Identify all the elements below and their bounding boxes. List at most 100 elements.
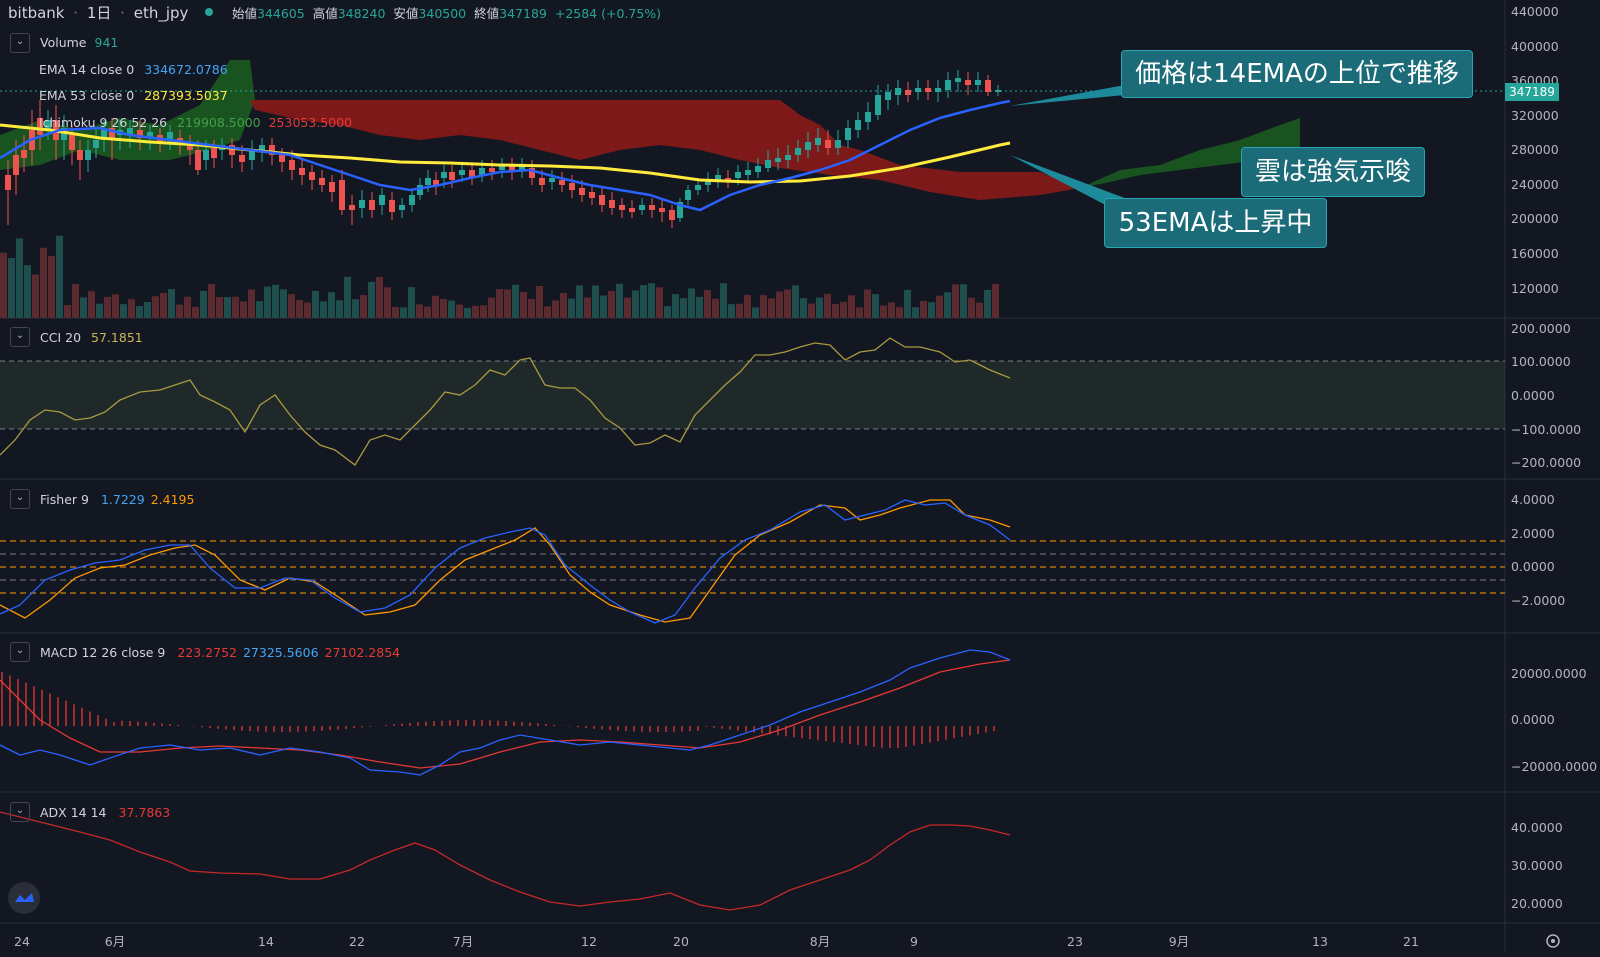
legend-cci[interactable]: ⌄ CCI 20 57.1851 [10, 327, 143, 347]
tradingview-logo-icon[interactable] [8, 882, 40, 914]
cci-axis[interactable]: 200.0000 100.0000 0.0000 −100.0000 −200.0000 [1511, 321, 1581, 470]
candle-body [441, 172, 447, 178]
macd-axis[interactable]: 20000.0000 0.0000 −20000.0000 [1511, 666, 1597, 774]
candle-body [417, 185, 423, 195]
volume-bar [696, 296, 703, 318]
collapse-chevron-icon[interactable]: ⌄ [10, 33, 30, 54]
candle-body [309, 172, 315, 180]
volume-bar [392, 307, 399, 318]
candle-body [745, 170, 751, 175]
candle-body [449, 172, 455, 180]
volume-bar [56, 235, 63, 318]
legend-ema53[interactable]: EMA 53 close 0 287393.5037 [10, 83, 352, 110]
macd-pane[interactable] [0, 649, 1011, 776]
axis-tick-label: 320000 [1511, 108, 1559, 123]
fisher-pane[interactable] [0, 499, 1505, 624]
time-tick-label: 14 [258, 934, 274, 949]
volume-bar [32, 274, 39, 318]
candle-body [389, 200, 395, 212]
volume-bar [216, 297, 223, 318]
legend-fisher[interactable]: ⌄ Fisher 9 1.7229 2.4195 [10, 489, 194, 509]
exchange-label[interactable]: bitbank [8, 4, 65, 22]
time-axis[interactable]: 24 6月 14 22 7月 12 20 8月 9 23 9月 13 21 [14, 934, 1419, 949]
volume-bar [120, 304, 127, 318]
volume-bar [896, 307, 903, 318]
volume-bar [240, 301, 247, 318]
volume-bar [968, 297, 975, 318]
candle-body [885, 92, 891, 100]
ichimoku-value1: 219908.5000 [177, 114, 261, 130]
volume-bar [704, 289, 711, 318]
volume-bar [104, 296, 111, 318]
candle-body [319, 178, 325, 185]
volume-bar [96, 303, 103, 318]
volume-bar [584, 297, 591, 318]
candle-body [195, 150, 201, 170]
candle-body [755, 166, 761, 172]
candle-body [865, 112, 871, 122]
fisher-axis[interactable]: 4.0000 2.0000 0.0000 −2.0000 [1511, 492, 1565, 608]
interval-label[interactable]: 1日 [86, 4, 112, 22]
volume-bar [808, 303, 815, 318]
settings-gear-icon[interactable] [1546, 934, 1560, 948]
collapse-chevron-icon[interactable]: ⌄ [10, 489, 30, 509]
macd-value2: 27325.5606 [242, 644, 319, 660]
volume-bar [256, 301, 263, 318]
low-label: 安値 [393, 6, 419, 21]
volume-bar [224, 297, 231, 318]
ema53-line [0, 123, 1011, 184]
price-axis[interactable]: 4400004000003600003200002800002400002000… [1511, 4, 1559, 296]
change-value: +2584 (+0.75%) [554, 6, 662, 21]
volume-bar [496, 289, 503, 318]
volume-bar [832, 303, 839, 318]
cci-label: CCI 20 [40, 329, 82, 345]
volume-bar [856, 307, 863, 318]
symbol-label[interactable]: eth_jpy [133, 4, 189, 22]
legend-volume[interactable]: ⌄ Volume 941 [10, 30, 352, 57]
candle-body [669, 210, 675, 220]
candle-body [229, 145, 235, 155]
time-tick-label: 8月 [810, 934, 830, 949]
annotation-callout-1[interactable]: 価格は14EMAの上位で推移 [1121, 50, 1473, 98]
candle-body [599, 195, 605, 205]
legend-adx[interactable]: ⌄ ADX 14 14 37.7863 [10, 802, 170, 822]
legend-macd[interactable]: ⌄ MACD 12 26 close 9 223.2752 27325.5606… [10, 642, 400, 662]
adx-pane[interactable] [0, 811, 1011, 911]
candle-body [735, 172, 741, 178]
volume-bar [976, 302, 983, 318]
legend-ema14[interactable]: EMA 14 close 0 334672.0786 [10, 57, 352, 84]
volume-bar [576, 285, 583, 318]
annotation-callout-2[interactable]: 雲は強気示唆 [1241, 147, 1425, 197]
volume-bar [24, 265, 31, 318]
callout-pointer-2 [1010, 155, 1130, 210]
collapse-chevron-icon[interactable]: ⌄ [10, 327, 30, 347]
annotation-callout-3[interactable]: 53EMAは上昇中 [1104, 198, 1327, 248]
candle-body [61, 128, 67, 140]
volume-bar [864, 289, 871, 318]
volume-bar [80, 297, 87, 318]
volume-bar [952, 284, 959, 318]
volume-bar [992, 283, 999, 318]
adx-axis[interactable]: 40.0000 30.0000 20.0000 [1511, 820, 1563, 911]
high-label: 高値 [312, 6, 338, 21]
candle-body [85, 150, 91, 160]
volume-bar [248, 289, 255, 318]
candle-body [409, 195, 415, 205]
candle-body [965, 80, 971, 85]
candle-body [203, 150, 209, 160]
candle-body [127, 128, 133, 135]
candle-body [249, 150, 255, 160]
volume-bar [712, 298, 719, 318]
price-pane[interactable] [0, 60, 1505, 318]
collapse-chevron-icon[interactable]: ⌄ [10, 642, 30, 662]
candle-body [629, 208, 635, 212]
collapse-chevron-icon[interactable]: ⌄ [10, 802, 30, 822]
macd-value1: 223.2752 [177, 644, 237, 660]
volume-bar [384, 287, 391, 318]
volume-bar [840, 301, 847, 318]
candle-body [649, 205, 655, 210]
cci-pane[interactable] [0, 337, 1505, 466]
axis-tick-label: 160000 [1511, 246, 1559, 261]
legend-ichimoku[interactable]: Ichimoku 9 26 52 26 219908.5000 253053.5… [10, 110, 352, 137]
